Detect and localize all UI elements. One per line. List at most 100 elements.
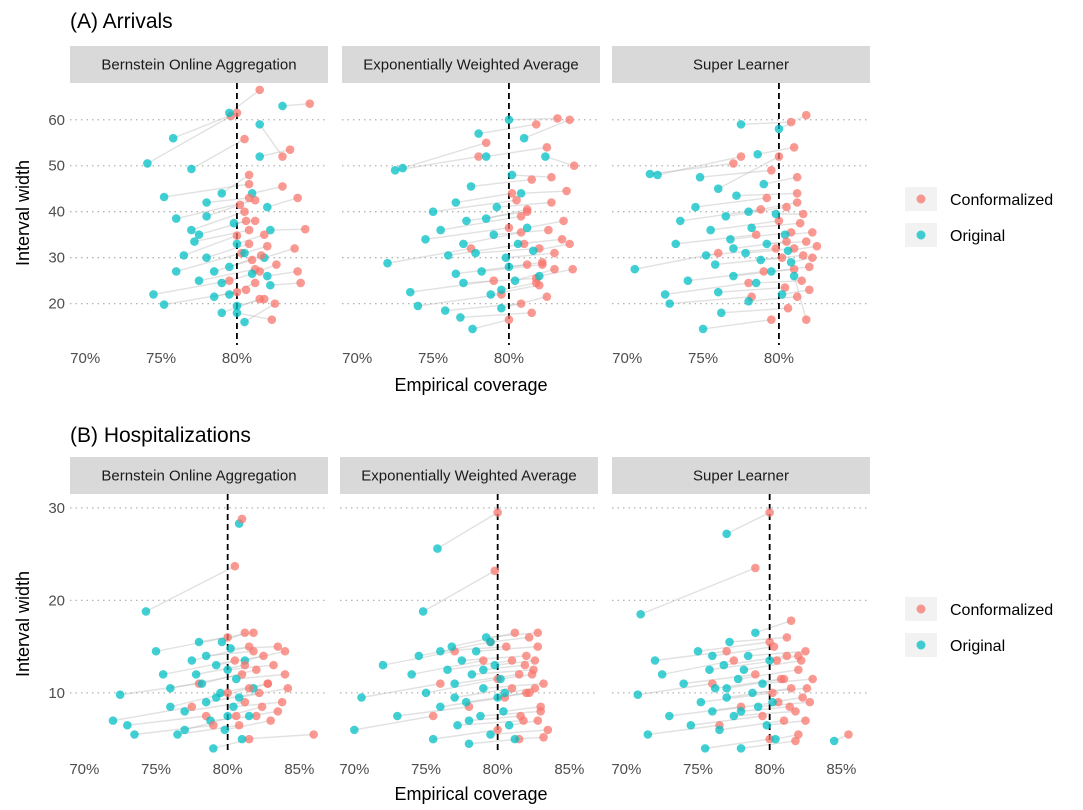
point-original xyxy=(187,656,197,665)
point-original xyxy=(780,230,790,239)
point-conformalized xyxy=(309,730,318,739)
point-conformalized xyxy=(290,244,299,253)
pair-segment xyxy=(700,692,773,703)
point-conformalized xyxy=(729,159,738,168)
point-conformalized xyxy=(481,138,491,148)
point-original xyxy=(493,693,502,702)
point-original xyxy=(209,267,219,276)
point-original xyxy=(481,214,491,223)
point-original xyxy=(657,670,667,679)
point-original xyxy=(240,248,249,258)
pair-segment xyxy=(486,146,547,158)
pair-segment xyxy=(490,636,530,643)
point-conformalized xyxy=(263,679,273,688)
x-tick-label: 70% xyxy=(612,350,642,367)
pair-segment xyxy=(241,733,314,740)
point-conformalized xyxy=(255,294,265,304)
pair-segment xyxy=(233,701,283,708)
point-conformalized xyxy=(280,646,290,656)
point-original xyxy=(490,660,500,670)
point-conformalized xyxy=(507,656,517,665)
point-conformalized xyxy=(223,688,232,698)
point-original xyxy=(462,216,471,226)
point-conformalized xyxy=(792,198,802,207)
pair-segment xyxy=(410,279,494,293)
point-conformalized xyxy=(241,285,251,295)
facet-strip-label: Exponentially Weighted Average xyxy=(363,57,578,74)
point-conformalized xyxy=(801,110,811,120)
point-conformalized xyxy=(767,166,776,175)
point-original xyxy=(266,225,275,235)
pair-segment xyxy=(395,155,479,172)
point-original xyxy=(217,278,227,288)
point-original xyxy=(179,251,189,260)
y-tick-label: 50 xyxy=(48,158,65,175)
point-conformalized xyxy=(533,642,543,651)
point-conformalized xyxy=(533,716,543,725)
point-conformalized xyxy=(269,660,278,670)
legend-arrivals: Conformalized Original xyxy=(905,187,1053,247)
point-conformalized xyxy=(296,278,305,288)
legend-marker-original xyxy=(916,230,926,240)
point-original xyxy=(519,133,529,143)
point-original xyxy=(708,651,717,661)
point-conformalized xyxy=(504,223,514,233)
pair-segment xyxy=(228,89,261,114)
point-conformalized xyxy=(789,264,799,274)
point-conformalized xyxy=(539,679,548,688)
pair-segment xyxy=(397,706,470,717)
pair-segment xyxy=(748,650,806,657)
pair-segment xyxy=(236,234,265,245)
pair-segment xyxy=(640,567,756,615)
point-conformalized xyxy=(782,202,791,212)
point-conformalized xyxy=(266,716,275,725)
point-conformalized xyxy=(550,248,559,258)
pair-segment xyxy=(463,277,537,284)
facet-strip-label: Super Learner xyxy=(693,57,789,74)
point-conformalized xyxy=(278,182,287,191)
pair-segment xyxy=(521,190,567,195)
pair-segment xyxy=(781,289,810,296)
pair-segment xyxy=(683,673,756,685)
pair-segment xyxy=(153,279,230,296)
x-tick-label: 75% xyxy=(418,350,448,367)
x-tick-label: 70% xyxy=(342,350,372,367)
point-conformalized xyxy=(777,253,787,262)
point-conformalized xyxy=(272,260,281,269)
pair-segment xyxy=(236,673,286,680)
point-original xyxy=(758,679,767,688)
point-original xyxy=(665,299,674,308)
point-original xyxy=(159,300,169,309)
point-original xyxy=(762,720,772,730)
pair-segment xyxy=(206,197,250,204)
point-original xyxy=(220,725,230,735)
point-conformalized xyxy=(794,665,803,675)
point-original xyxy=(726,234,735,244)
x-tick-label: 70% xyxy=(611,761,641,778)
point-conformalized xyxy=(232,231,242,240)
point-original xyxy=(786,257,796,267)
pair-segment xyxy=(486,208,528,220)
point-conformalized xyxy=(270,299,280,308)
point-conformalized xyxy=(774,216,784,226)
point-conformalized xyxy=(273,707,283,716)
point-conformalized xyxy=(547,198,556,207)
point-original xyxy=(481,152,491,161)
x-tick-label: 75% xyxy=(688,350,718,367)
x-tick-label: 80% xyxy=(213,761,243,778)
point-conformalized xyxy=(792,172,802,182)
point-conformalized xyxy=(527,670,537,679)
pair-segment xyxy=(454,673,520,685)
point-conformalized xyxy=(794,730,803,739)
point-conformalized xyxy=(504,315,514,325)
point-conformalized xyxy=(252,711,261,721)
point-original xyxy=(759,179,769,189)
pair-segment xyxy=(718,286,786,293)
point-original xyxy=(202,253,211,262)
legend-marker-original xyxy=(916,640,926,650)
pair-segment xyxy=(206,650,254,657)
pair-segment xyxy=(710,220,780,231)
point-original xyxy=(229,702,238,712)
point-original xyxy=(223,665,232,675)
